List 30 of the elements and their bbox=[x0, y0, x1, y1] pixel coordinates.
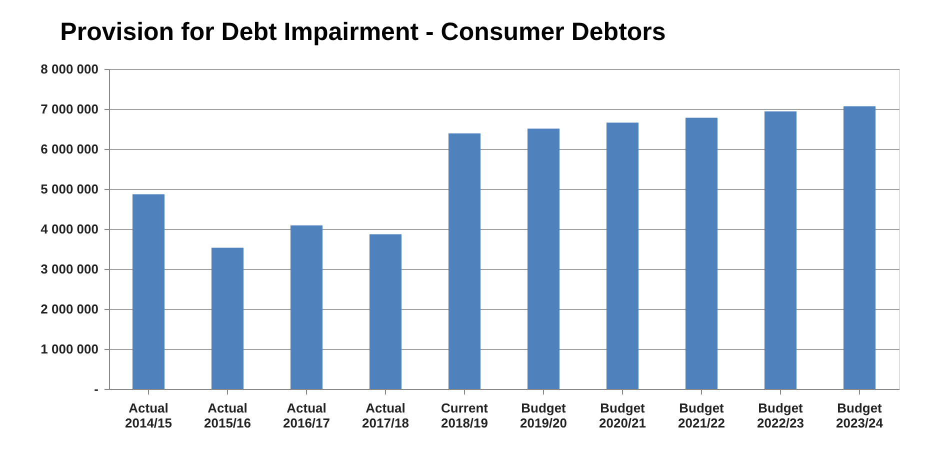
bar bbox=[606, 122, 638, 389]
bar bbox=[132, 194, 164, 389]
bar bbox=[844, 106, 876, 389]
y-tick-label: 7 000 000 bbox=[40, 102, 98, 116]
y-tick-label: 8 000 000 bbox=[40, 62, 98, 76]
y-tick-label: 4 000 000 bbox=[40, 222, 98, 236]
y-tick-label: 1 000 000 bbox=[40, 342, 98, 356]
x-tick-label: Budget 2023/24 bbox=[836, 400, 884, 430]
bar bbox=[686, 118, 718, 389]
bar bbox=[370, 234, 402, 389]
x-tick-label: Budget 2020/21 bbox=[599, 400, 646, 430]
bar bbox=[448, 133, 480, 389]
bar bbox=[290, 225, 322, 389]
y-tick-label: 5 000 000 bbox=[40, 182, 98, 196]
x-tick-label: Current 2018/19 bbox=[441, 400, 489, 430]
x-tick-label: Budget 2022/23 bbox=[757, 400, 804, 430]
x-tick-label: Actual 2017/18 bbox=[362, 400, 409, 430]
x-tick-label: Actual 2016/17 bbox=[283, 400, 330, 430]
x-tick-label: Actual 2015/16 bbox=[204, 400, 251, 430]
y-tick-label: - bbox=[94, 382, 98, 396]
x-tick-label: Budget 2019/20 bbox=[520, 400, 567, 430]
chart-title: Provision for Debt Impairment - Consumer Debtors bbox=[60, 18, 666, 46]
x-tick-label: Actual 2014/15 bbox=[125, 400, 172, 430]
bar bbox=[212, 248, 244, 389]
bar bbox=[528, 128, 560, 389]
x-tick-label: Budget 2021/22 bbox=[678, 400, 725, 430]
bar bbox=[764, 111, 796, 389]
y-tick-label: 3 000 000 bbox=[40, 262, 98, 276]
y-tick-label: 6 000 000 bbox=[40, 142, 98, 156]
y-tick-label: 2 000 000 bbox=[40, 302, 98, 316]
